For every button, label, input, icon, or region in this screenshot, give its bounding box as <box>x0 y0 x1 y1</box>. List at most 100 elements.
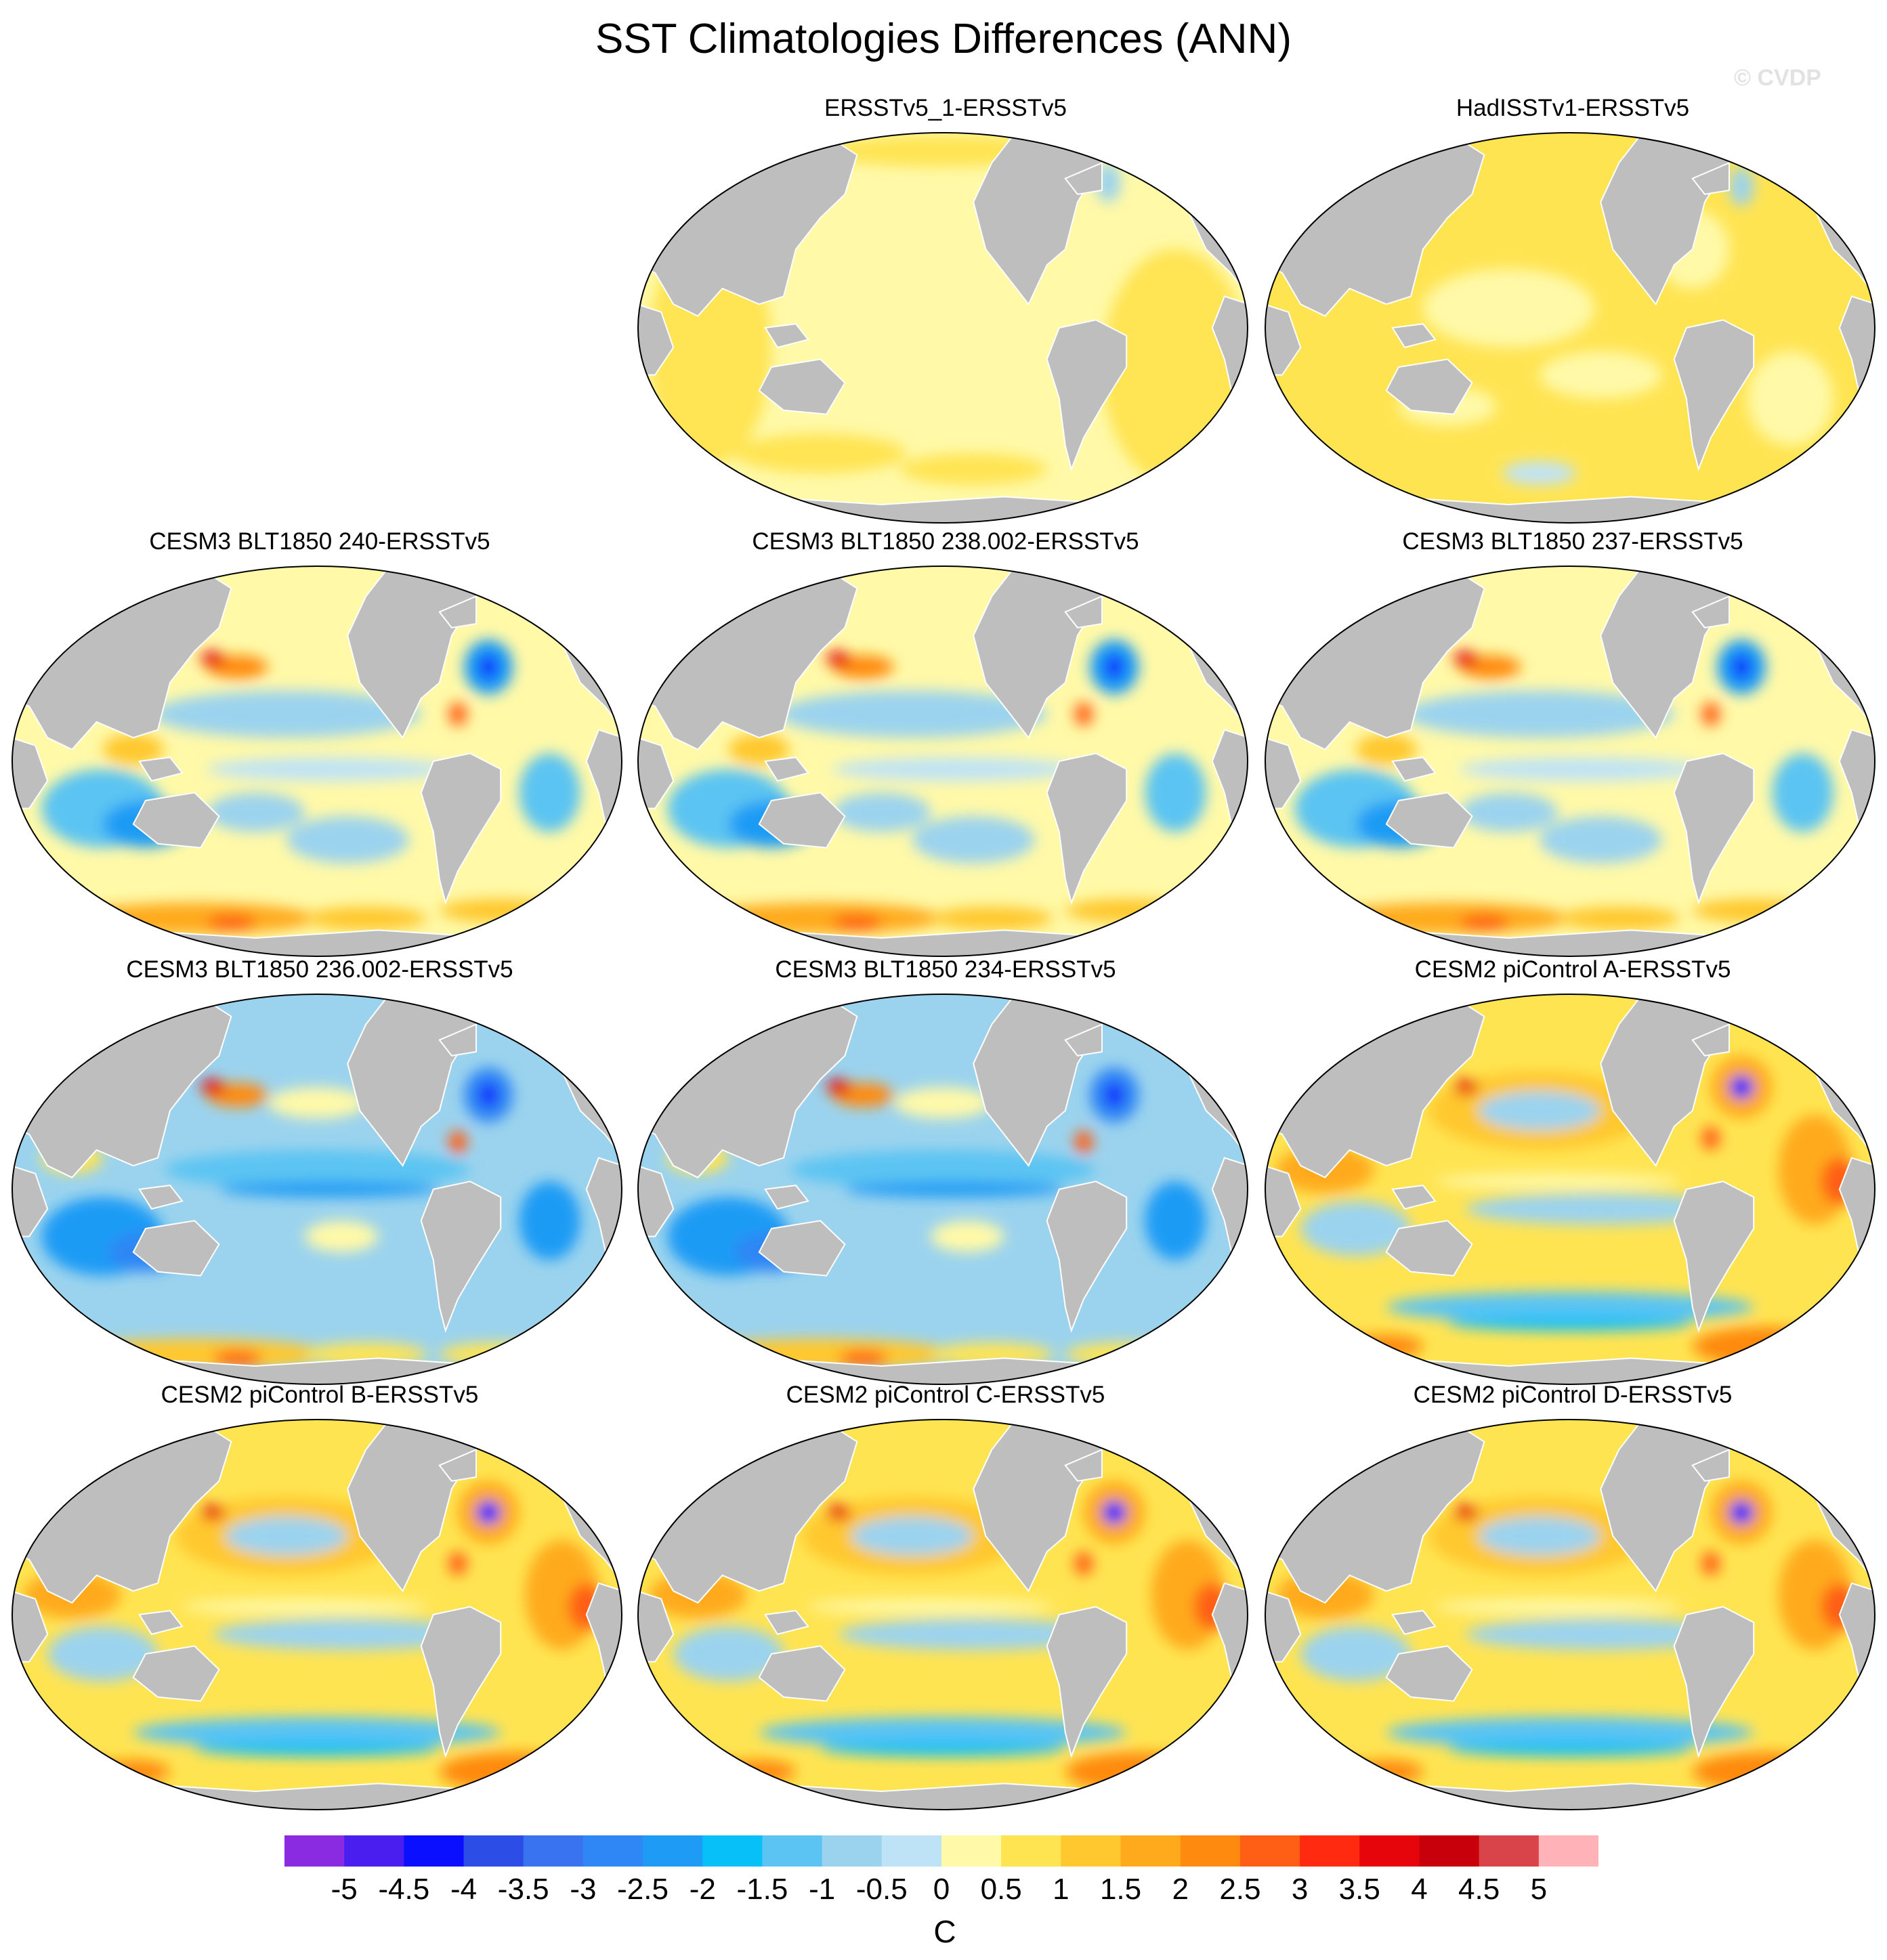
land-mass <box>1265 303 1302 376</box>
land-mass <box>12 1590 49 1663</box>
colorbar <box>284 1835 1598 1867</box>
colorbar-tick-label: 5 <box>1530 1873 1548 1906</box>
map-panel-p9: CESM2 piControl B-ERSSTv5 <box>11 1382 629 1829</box>
colorbar-box <box>1479 1835 1540 1867</box>
map-border <box>637 1419 1248 1810</box>
anomaly-region <box>1701 1552 1720 1575</box>
colorbar-box <box>702 1835 763 1867</box>
colorbar-tick-label: -2.5 <box>617 1873 669 1906</box>
land-mass <box>638 736 675 809</box>
anomaly-region <box>1454 651 1479 667</box>
map-panel-p10: CESM2 piControl C-ERSSTv5 <box>637 1382 1254 1829</box>
land-mass <box>132 1220 220 1277</box>
land-mass <box>1064 161 1103 195</box>
anomaly-region <box>1404 690 1674 738</box>
land-mass <box>138 1610 184 1636</box>
panel-title: CESM3 BLT1850 237-ERSSTv5 <box>1402 528 1743 555</box>
anomaly-region <box>200 1504 226 1520</box>
anomaly-region <box>1454 1504 1479 1520</box>
anomaly-region <box>1282 1760 1393 1799</box>
anomaly-region <box>47 1768 97 1791</box>
world-map <box>1265 1419 1875 1810</box>
colorbar-box <box>1419 1835 1480 1867</box>
anomaly-region <box>912 816 1035 864</box>
colorbar-box <box>1120 1835 1181 1867</box>
anomaly-region <box>728 733 790 765</box>
anomaly-region <box>1460 792 1558 832</box>
land-mass <box>1673 752 1755 906</box>
anomaly-region <box>1692 1327 1840 1366</box>
map-border <box>1265 1419 1875 1810</box>
anomaly-region <box>1729 1075 1754 1099</box>
colorbar-box <box>1061 1835 1122 1867</box>
anomaly-region <box>41 1004 91 1021</box>
land-mass <box>764 323 809 349</box>
land-mass <box>1691 595 1730 629</box>
anomaly-region <box>1074 702 1093 726</box>
land-mass <box>138 1185 184 1210</box>
anomaly-region <box>1065 1752 1212 1791</box>
colorbar-box <box>1001 1835 1061 1867</box>
land-mass <box>1265 496 1875 523</box>
anomaly-region <box>213 1618 483 1650</box>
land-mass <box>132 792 220 849</box>
anomaly-region <box>200 1079 226 1095</box>
colorbar-box <box>762 1835 823 1867</box>
anomaly-region <box>304 1220 379 1252</box>
colorbar-box <box>404 1835 465 1867</box>
land-mass <box>1385 1220 1473 1277</box>
land-mass <box>1385 1645 1473 1702</box>
land-mass <box>758 358 846 415</box>
anomaly-region <box>826 651 851 667</box>
land-mass <box>638 303 675 376</box>
land-mass <box>1046 752 1128 906</box>
anomaly-region <box>304 906 427 931</box>
land-mass <box>1385 792 1473 849</box>
colorbar-tick-label: 1 <box>1053 1873 1069 1906</box>
anomaly-region <box>519 1181 580 1260</box>
map-border <box>1265 132 1875 524</box>
world-map <box>637 566 1248 957</box>
colorbar-tick-label: -4.5 <box>378 1873 430 1906</box>
figure-title: SST Climatologies Differences (ANN) <box>595 16 1292 62</box>
anomaly-region <box>899 453 1047 485</box>
land-mass <box>1046 1606 1128 1759</box>
anomaly-region <box>439 899 562 922</box>
land-mass <box>132 1645 220 1702</box>
land-mass <box>1673 1606 1755 1759</box>
anomaly-region <box>1300 1201 1411 1256</box>
world-map <box>1265 132 1875 524</box>
map-border <box>12 1419 622 1810</box>
colorbar-box <box>1239 1835 1300 1867</box>
colorbar-box <box>643 1835 703 1867</box>
map-border <box>637 566 1248 957</box>
land-mass <box>1265 1164 1302 1237</box>
anomaly-region <box>519 753 580 832</box>
anomaly-region <box>1539 351 1662 399</box>
anomaly-region <box>667 576 717 593</box>
land-mass <box>12 1164 49 1237</box>
anomaly-region <box>1282 1334 1393 1374</box>
anomaly-region <box>182 1598 427 1615</box>
anomaly-region <box>1502 461 1577 485</box>
anomaly-region <box>1454 1079 1479 1095</box>
land-mass <box>420 1180 502 1334</box>
anomaly-region <box>759 1716 1127 1749</box>
land-mass <box>1391 757 1437 782</box>
anomaly-region <box>286 816 409 864</box>
anomaly-region <box>777 690 1047 738</box>
anomaly-region <box>448 1130 467 1154</box>
panel-title: CESM3 BLT1850 234-ERSSTv5 <box>775 956 1116 983</box>
land-mass <box>638 1164 675 1237</box>
land-mass <box>764 1185 809 1210</box>
anomaly-region <box>479 1083 498 1107</box>
anomaly-region <box>1447 1315 1693 1331</box>
colorbar-tick-label: -1.5 <box>736 1873 788 1906</box>
anomaly-region <box>722 1760 797 1784</box>
anomaly-region <box>826 1504 851 1520</box>
anomaly-region <box>1460 914 1509 931</box>
anomaly-region <box>832 792 931 832</box>
land-mass <box>764 757 809 782</box>
anomaly-region <box>1300 1626 1411 1682</box>
colorbar-tick-label: -2 <box>689 1873 716 1906</box>
